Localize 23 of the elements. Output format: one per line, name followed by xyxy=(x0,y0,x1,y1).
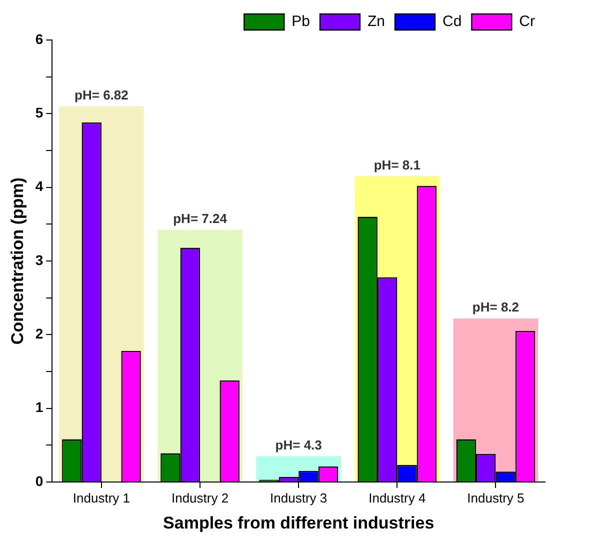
annotation: pH= 6.82 xyxy=(74,87,128,102)
y-tick-label: 0 xyxy=(35,472,44,489)
legend-label: Cd xyxy=(442,13,462,30)
y-tick-label: 1 xyxy=(35,399,44,416)
annotation: pH= 4.3 xyxy=(275,437,322,452)
y-tick-label: 6 xyxy=(35,30,44,47)
y-tick-label: 5 xyxy=(35,104,44,121)
annotation: pH= 8.1 xyxy=(374,157,420,172)
x-tick-label: Industry 4 xyxy=(368,490,426,506)
x-tick-label: Industry 2 xyxy=(171,490,229,506)
y-tick-label: 4 xyxy=(35,178,44,194)
legend-label: Cr xyxy=(519,13,536,30)
x-tick-label: Industry 5 xyxy=(467,490,524,506)
legend-label: Pb xyxy=(292,13,310,30)
x-tick-label: Industry 3 xyxy=(270,490,328,506)
annotation: pH= 7.24 xyxy=(173,211,228,226)
y-tick-label: 3 xyxy=(35,252,44,268)
x-axis-title: Samples from different industries xyxy=(163,513,434,532)
annotation: pH= 8.2 xyxy=(472,300,520,315)
x-tick-label: Industry 1 xyxy=(72,490,130,506)
y-tick-label: 2 xyxy=(35,326,44,342)
y-axis-title: Concentration (ppm) xyxy=(8,177,27,345)
legend-label: Zn xyxy=(367,13,386,30)
